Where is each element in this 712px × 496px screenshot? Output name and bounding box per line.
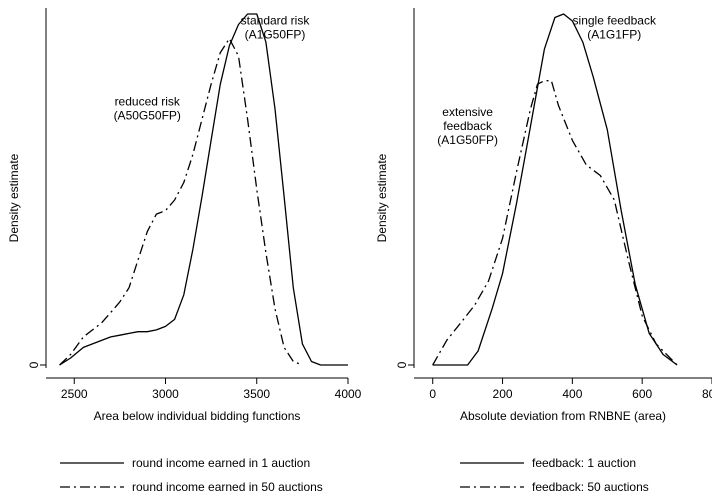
curve-annotation: (A1G50FP) (437, 133, 498, 147)
y-tick-label: 0 (395, 361, 409, 368)
y-axis-label: Density estimate (7, 153, 21, 242)
curve-annotation: (A1G1FP) (587, 28, 641, 42)
x-tick-label: 0 (429, 387, 436, 401)
curve-annotation: feedback (443, 119, 493, 133)
density-curve-dashdot (432, 80, 678, 366)
x-tick-label: 3000 (152, 387, 179, 401)
x-axis-label: Area below individual bidding functions (94, 409, 301, 423)
density-curve-solid (59, 13, 348, 366)
x-tick-label: 2500 (61, 387, 88, 401)
y-tick-label: 0 (27, 361, 41, 368)
left-density-chart: 2500 3000 3500 4000 0 Area below individual b… (7, 8, 362, 423)
x-tick-label: 400 (562, 387, 582, 401)
x-tick-label: 4000 (335, 387, 362, 401)
legend-label: feedback: 1 auction (532, 456, 636, 470)
legend-label: feedback: 50 auctions (532, 480, 649, 494)
y-axis-label: Density estimate (375, 153, 389, 242)
left-legend: round income earned in 1 auction round in… (60, 456, 323, 494)
density-curve-solid (432, 13, 678, 366)
x-tick-label: 600 (632, 387, 652, 401)
x-tick-label: 200 (493, 387, 513, 401)
curve-annotation: standard risk (241, 14, 311, 28)
legend-label: round income earned in 50 auctions (132, 480, 323, 494)
density-curve-dashdot (59, 37, 303, 366)
x-tick-label: 800 (702, 387, 712, 401)
x-tick-label: 3500 (243, 387, 270, 401)
legend-label: round income earned in 1 auction (132, 456, 310, 470)
curve-annotation: single feedback (573, 14, 657, 28)
curve-annotation: (A1G50FP) (245, 28, 306, 42)
right-legend: feedback: 1 auction feedback: 50 auctions (460, 456, 649, 494)
curve-annotation: extensive (442, 105, 493, 119)
right-density-chart: 0 200 400 600 800 0 Absolute deviation from RN… (375, 8, 712, 423)
x-axis-label: Absolute deviation from RNBNE (area) (460, 409, 666, 423)
curve-annotation: (A50G50FP) (114, 108, 181, 122)
curve-annotation: reduced risk (115, 94, 181, 108)
